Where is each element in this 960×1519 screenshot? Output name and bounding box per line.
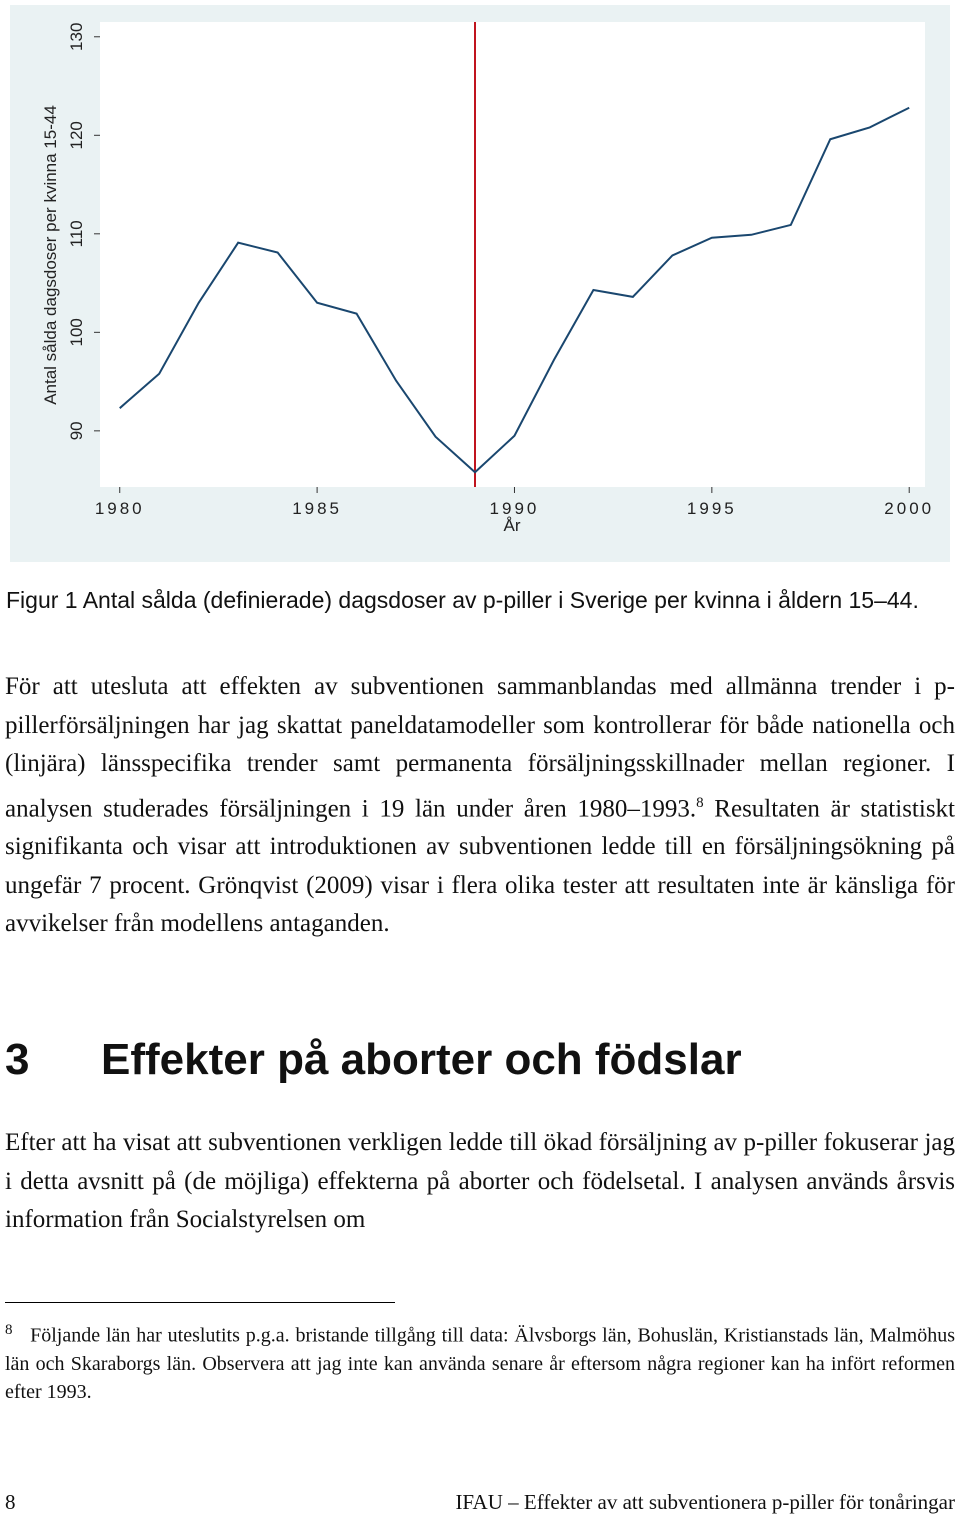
- text: Resultaten är statistiskt signifikanta o…: [5, 794, 955, 938]
- x-tick-label: 1995: [687, 499, 737, 518]
- y-axis-label: Antal sålda dagsdoser per kvinna 15-44: [41, 105, 60, 405]
- page-number: 8: [5, 1490, 16, 1514]
- text: För att utesluta att effekten av subvent…: [5, 673, 955, 822]
- section-heading: 3 Effekter på aborter och födslar: [5, 1035, 742, 1085]
- x-tick-label: 1980: [95, 499, 145, 518]
- y-tick-label: 90: [67, 421, 86, 440]
- data-line: [119, 106, 910, 474]
- x-tick-label: 1990: [490, 499, 540, 518]
- heading-title: Effekter på aborter och födslar: [101, 1035, 742, 1084]
- y-tick-label: 130: [67, 23, 86, 51]
- running-footer: IFAU – Effekter av att subventionera p-p…: [455, 1490, 955, 1514]
- x-tick-label: 1985: [292, 499, 342, 518]
- y-tick-label: 100: [67, 318, 86, 346]
- paragraph: För att utesluta att effekten av subvent…: [5, 668, 955, 944]
- x-tick-label: 2000: [884, 499, 934, 518]
- footnote-ref: 8: [696, 794, 704, 811]
- y-tick-label: 120: [67, 121, 86, 149]
- chart: År Antal sålda dagsdoser per kvinna 15-4…: [10, 5, 950, 562]
- footnote-text: Följande län har uteslutits p.g.a. brist…: [5, 1324, 956, 1403]
- paragraph: Efter att ha visat att subventionen verk…: [5, 1129, 955, 1233]
- y-tick-label: 110: [67, 220, 86, 247]
- x-axis-label: År: [504, 516, 521, 535]
- footnote: 8 Följande län har uteslutits p.g.a. bri…: [5, 1316, 955, 1406]
- plot-area: [100, 22, 925, 487]
- figure-caption: Figur 1 Antal sålda (definierade) dagsdo…: [6, 587, 919, 613]
- footnote-rule: [5, 1302, 395, 1303]
- footnote-number: 8: [5, 1322, 13, 1338]
- heading-number: 3: [5, 1035, 30, 1084]
